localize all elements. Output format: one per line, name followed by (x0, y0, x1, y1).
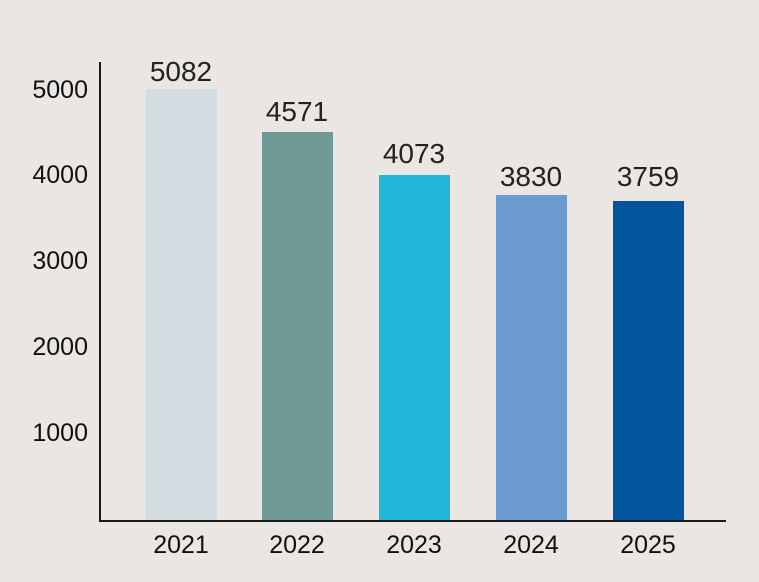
x-axis-line (99, 520, 726, 522)
y-tick-label: 1000 (32, 419, 88, 447)
bar-value-label: 5082 (149, 56, 213, 87)
bar-value-label: 4571 (265, 96, 329, 127)
y-axis-line (99, 62, 101, 522)
x-tick-label: 2021 (153, 531, 209, 559)
x-tick-label: 2022 (269, 531, 325, 559)
bar-2021 (146, 89, 217, 520)
bar-2022 (262, 132, 333, 520)
bar-value-label: 4073 (382, 138, 446, 169)
bar-2023 (379, 175, 450, 520)
bar-value-label: 3830 (499, 161, 563, 192)
y-tick-label: 3000 (32, 247, 88, 275)
bar-2024 (496, 195, 567, 520)
x-tick-label: 2023 (386, 531, 442, 559)
y-tick-label: 2000 (32, 333, 88, 361)
y-tick-label: 5000 (32, 76, 88, 104)
y-tick-label: 4000 (32, 161, 88, 189)
x-tick-label: 2025 (620, 531, 676, 559)
x-tick-label: 2024 (503, 531, 559, 559)
bar-value-label: 3759 (616, 161, 680, 192)
bar-2025 (613, 201, 684, 520)
